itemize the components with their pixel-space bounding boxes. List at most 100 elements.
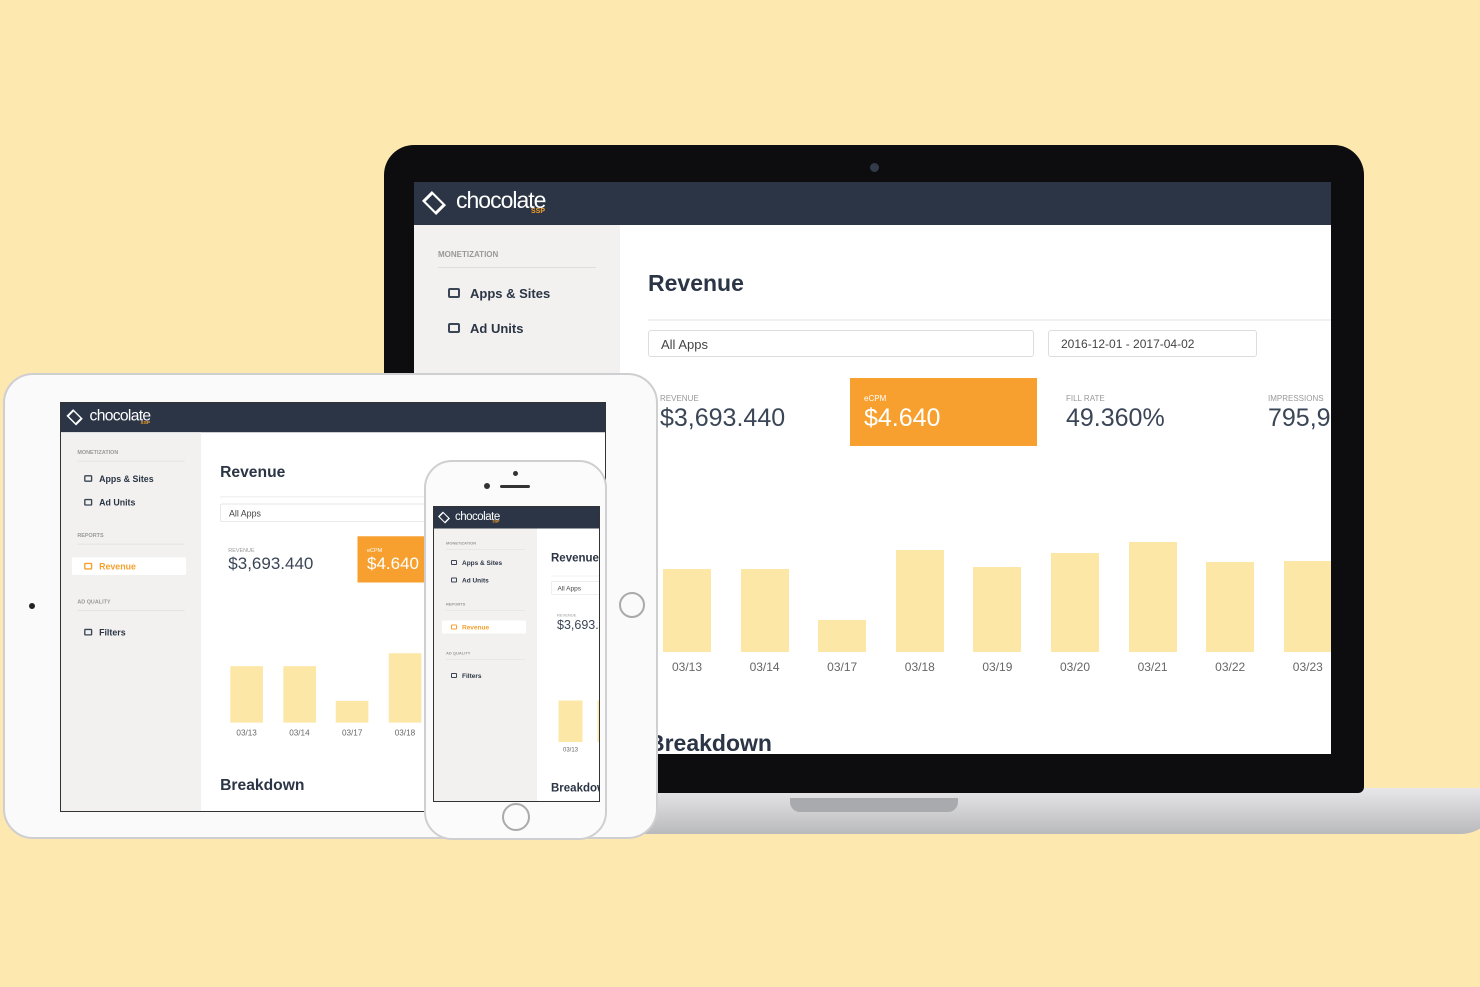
metric-value: 795,9 — [1268, 404, 1331, 432]
metric-highlight — [850, 378, 1037, 446]
sidebar-active-item — [442, 620, 526, 634]
brand-name: chocolate — [89, 406, 152, 425]
sidebar-icon — [451, 673, 457, 678]
bar — [1283, 561, 1331, 652]
x-tick-label: 03/18 — [904, 660, 935, 674]
bar — [663, 569, 711, 652]
sidebar-active-item — [71, 557, 187, 576]
x-tick-label: 03/14 — [597, 746, 599, 753]
sidebar-icon — [84, 628, 93, 636]
bar — [283, 666, 316, 723]
metric-label: FILL RATE — [1066, 394, 1105, 403]
phone-camera — [513, 471, 518, 476]
sidebar-divider — [77, 543, 185, 545]
laptop-camera — [870, 163, 879, 172]
sidebar-icon — [84, 562, 93, 570]
tablet-camera — [29, 603, 35, 609]
sidebar-section-title: AD QUALITY — [77, 598, 111, 605]
bar — [1206, 562, 1255, 652]
section-title: Breakdown — [551, 781, 599, 794]
bar — [818, 620, 867, 652]
sidebar-icon — [451, 560, 457, 565]
app-select[interactable]: All Apps — [648, 330, 1034, 357]
sidebar-item[interactable]: Apps & Sites — [462, 559, 503, 567]
sidebar-icon — [451, 624, 457, 630]
metric-value: $3,693.440 — [228, 553, 314, 573]
x-tick-label: 03/13 — [671, 660, 703, 674]
brand-name: chocolate — [456, 187, 546, 213]
phone-screen: chocolate SSP MONETIZATION Apps & Sites Ad U… — [433, 506, 600, 802]
x-tick-label: 03/20 — [1059, 660, 1091, 674]
sidebar-item[interactable]: Filters — [462, 672, 482, 680]
dashboard: chocolate SSP MONETIZATION Apps & Sites Ad U… — [434, 507, 599, 801]
metric-value: 49.360% — [1066, 404, 1165, 432]
sidebar-divider — [446, 549, 525, 550]
x-tick-label: 03/17 — [827, 660, 858, 674]
phone-home-button — [502, 803, 530, 831]
sidebar-item[interactable]: Filters — [99, 627, 126, 638]
page-title: Revenue — [220, 462, 286, 481]
sidebar-item[interactable]: Ad Units — [462, 576, 489, 585]
app-select[interactable]: All Apps — [551, 581, 599, 595]
header-bar — [61, 403, 605, 433]
x-tick-label: 03/21 — [1137, 660, 1168, 674]
page-title: Revenue — [648, 270, 744, 296]
sidebar-icon — [84, 498, 93, 506]
sidebar-section-title: MONETIZATION — [446, 541, 477, 546]
brand-sub: SSP — [492, 520, 500, 524]
metric-label: IMPRESSIONS — [1268, 394, 1324, 403]
sidebar-divider — [77, 460, 185, 462]
laptop-notch — [790, 798, 958, 812]
metric-label: REVENUE — [228, 547, 255, 554]
sidebar-section-title: AD QUALITY — [446, 651, 471, 656]
title-divider — [220, 496, 605, 498]
metric-value: $3,693.440 — [557, 618, 599, 632]
sidebar-divider — [438, 267, 596, 268]
tablet-screen: chocolate SSP MONETIZATION Apps & Sites Ad U… — [60, 402, 606, 812]
header-bar — [414, 182, 1331, 225]
sidebar-section-title: REPORTS — [77, 532, 104, 539]
bar — [1128, 542, 1177, 652]
bar — [597, 700, 599, 742]
title-divider — [648, 319, 1331, 321]
title-divider — [551, 575, 599, 577]
laptop-base — [600, 788, 1480, 834]
sidebar-divider — [77, 610, 185, 612]
bar — [1051, 553, 1099, 652]
header-bar — [434, 507, 599, 529]
phone-speaker — [500, 485, 530, 488]
phone-sensor — [484, 483, 490, 489]
sidebar-item[interactable]: Ad Units — [470, 321, 524, 336]
bar — [740, 569, 789, 652]
sidebar-item[interactable]: Apps & Sites — [470, 286, 551, 301]
x-tick-label: 03/17 — [341, 728, 363, 738]
sidebar-icon — [448, 288, 460, 298]
brand-sub: SSP — [140, 420, 151, 426]
sidebar-section-title: MONETIZATION — [438, 250, 499, 259]
sidebar-item[interactable]: Apps & Sites — [99, 473, 154, 484]
laptop-screen: chocolate SSP MONETIZATION Apps & Sites Ad U… — [414, 182, 1331, 754]
metric-label: eCPM — [367, 547, 383, 554]
section-title: Breakdown — [648, 730, 772, 754]
bar — [335, 700, 369, 723]
sidebar-divider — [446, 610, 525, 611]
x-tick-label: 03/18 — [394, 728, 416, 738]
sidebar-item[interactable]: Ad Units — [99, 497, 136, 508]
bar — [388, 653, 422, 723]
tablet-home-button — [619, 592, 645, 618]
metric-label: REVENUE — [660, 394, 699, 403]
x-tick-label: 03/14 — [289, 728, 310, 738]
x-tick-label: 03/23 — [1292, 660, 1323, 674]
x-tick-label: 03/13 — [562, 746, 579, 753]
sidebar-item[interactable]: Revenue — [99, 561, 136, 572]
bar — [895, 550, 944, 652]
metric-value: $3,693.440 — [660, 404, 786, 432]
x-tick-label: 03/19 — [982, 660, 1013, 674]
bar — [230, 666, 263, 723]
sidebar — [61, 432, 202, 811]
date-range-input[interactable]: 2016-12-01 - 2017-04-02 — [1048, 330, 1257, 357]
sidebar-icon — [84, 475, 93, 482]
sidebar-item[interactable]: Revenue — [462, 623, 490, 632]
metric-label: REVENUE — [557, 613, 577, 618]
